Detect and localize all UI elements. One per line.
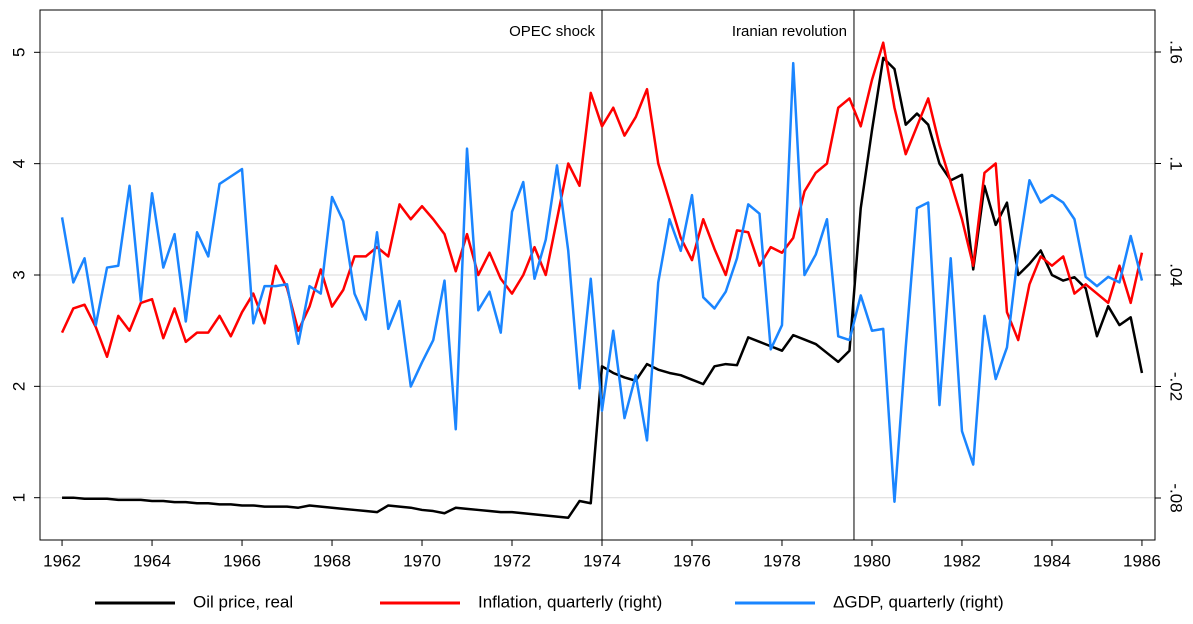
y-tick-label: 2 (9, 382, 28, 391)
y2-tick-label: .16 (1167, 40, 1186, 64)
plot-frame (39, 9, 1156, 541)
x-tick-label: 1984 (1033, 551, 1071, 570)
series-line (62, 56, 1144, 519)
legend-label: Oil price, real (193, 592, 293, 611)
x-tick-label: 1962 (43, 551, 81, 570)
y2-tick-label: .1 (1167, 156, 1186, 170)
x-tick-label: 1972 (493, 551, 531, 570)
y-tick-label: 5 (9, 48, 28, 57)
x-tick-label: 1980 (853, 551, 891, 570)
y2-tick-label: .04 (1167, 263, 1186, 287)
annotation: Iranian revolution (732, 23, 847, 40)
y2-tick-label: -.02 (1167, 372, 1186, 401)
x-tick-label: 1986 (1123, 551, 1161, 570)
legend-label: ΔGDP, quarterly (right) (833, 592, 1004, 611)
series-line (60, 61, 1144, 503)
y-tick-label: 1 (9, 493, 28, 502)
legend-label: Inflation, quarterly (right) (478, 592, 662, 611)
x-tick-label: 1968 (313, 551, 351, 570)
x-tick-label: 1978 (763, 551, 801, 570)
x-tick-label: 1974 (583, 551, 621, 570)
series-line (60, 41, 1144, 359)
x-tick-label: 1976 (673, 551, 711, 570)
y2-tick-label: -.08 (1167, 483, 1186, 512)
y-tick-label: 4 (9, 159, 28, 168)
x-tick-label: 1964 (133, 551, 171, 570)
annotation: OPEC shock (509, 23, 595, 40)
x-tick-label: 1982 (943, 551, 981, 570)
x-tick-label: 1970 (403, 551, 441, 570)
y-tick-label: 3 (9, 270, 28, 279)
x-tick-label: 1966 (223, 551, 261, 570)
